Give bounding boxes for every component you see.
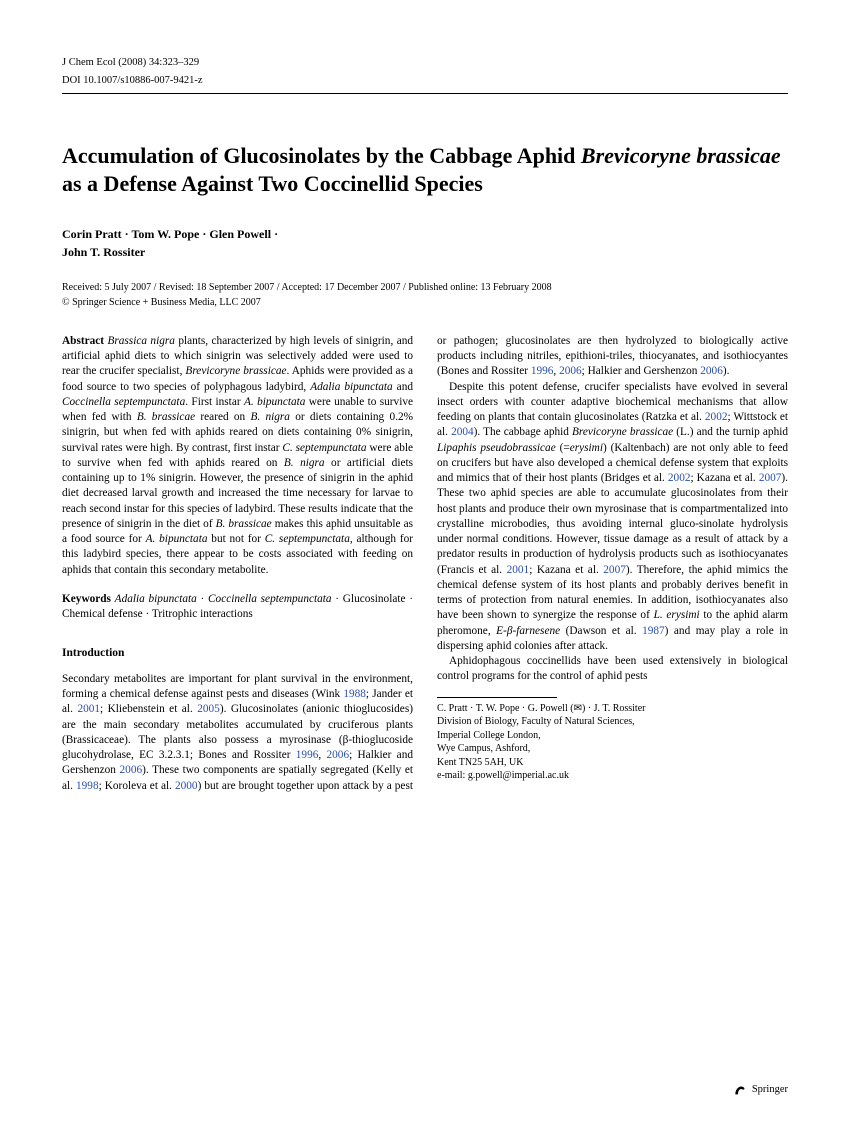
cite-bridges2002[interactable]: 2002 [668, 472, 691, 484]
abstract-t3: and [393, 381, 413, 393]
correspondence-footnote: C. Pratt · T. W. Pope · G. Powell (✉) · … [437, 702, 788, 783]
kw4: Chemical defense [62, 608, 143, 620]
cite-kelly1998[interactable]: 1998 [76, 780, 99, 792]
footnote-l2: Imperial College London, [437, 729, 788, 743]
cite-kazana2007[interactable]: 2007 [759, 472, 782, 484]
cite-kazana2007b[interactable]: 2007 [603, 564, 626, 576]
species-erysimi: erysimi [570, 442, 603, 454]
species-bnigra-s2: B. nigra [284, 457, 325, 469]
author-sep: · [122, 227, 132, 241]
title-species: Brevicoryne brassicae [581, 143, 781, 168]
species-bbrassicae: Brevicoryne brassicae [185, 365, 286, 377]
kw1: Adalia bipunctata [115, 593, 197, 605]
title-part1: Accumulation of Glucosinolates by the Ca… [62, 143, 581, 168]
body-columns: Abstract Brassica nigra plants, characte… [62, 334, 788, 794]
abstract-t6: reared on [195, 411, 250, 423]
p2d: (L.) and the turnip aphid [673, 426, 788, 438]
abstract-label: Abstract [62, 335, 104, 347]
p1m: ). [723, 365, 730, 377]
p2l: (Dawson et al. [560, 625, 642, 637]
kw5: Tritrophic interactions [152, 608, 253, 620]
author-2: Tom W. Pope [131, 227, 199, 241]
running-head-journal: J Chem Ecol (2008) 34:323–329 [62, 56, 788, 70]
cite-halkier2006[interactable]: 2006 [120, 764, 143, 776]
species-csept-s2: C. septempunctata [265, 533, 350, 545]
author-3: Glen Powell [209, 227, 271, 241]
kw-sep: · [406, 593, 413, 605]
p3a: Aphidophagous coccinellids have been use… [437, 655, 788, 682]
kw-sep: · [332, 593, 343, 605]
species-abip-s2: A. bipunctata [146, 533, 208, 545]
article-title: Accumulation of Glucosinolates by the Ca… [62, 142, 788, 197]
species-abip-s: A. bipunctata [244, 396, 305, 408]
intro-p2: Despite this potent defense, crucifer sp… [437, 380, 788, 655]
cite-halkier2006d[interactable]: 2006 [700, 365, 723, 377]
species-bbrass-s2: B. brassicae [216, 518, 272, 530]
species-bnigra: Brassica nigra [107, 335, 174, 347]
author-1: Corin Pratt [62, 227, 122, 241]
section-heading-introduction: Introduction [62, 646, 413, 662]
author-sep: · [271, 227, 278, 241]
cite-bones2006[interactable]: 2006 [327, 749, 350, 761]
author-list: Corin Pratt · Tom W. Pope · Glen Powell … [62, 225, 788, 261]
p1b: and diseases (Wink [252, 688, 343, 700]
p2i: ; Kazana et al. [529, 564, 603, 576]
species-bnigra-s: B. nigra [250, 411, 289, 423]
cite-jander2001[interactable]: 2001 [77, 703, 100, 715]
cite-klieb2005[interactable]: 2005 [197, 703, 220, 715]
footnote-l3: Wye Campus, Ashford, [437, 742, 788, 756]
cite-dawson1987[interactable]: 1987 [642, 625, 665, 637]
kw3: Glucosinolate [343, 593, 406, 605]
footnote-names: C. Pratt · T. W. Pope · G. Powell (✉) · … [437, 702, 788, 716]
cite-bones1996[interactable]: 1996 [296, 749, 319, 761]
p1l: ; Halkier and Gershenzon [582, 365, 701, 377]
cite-francis2001[interactable]: 2001 [507, 564, 530, 576]
species-bbrass-s: B. brassicae [137, 411, 195, 423]
cite-wittstock2004[interactable]: 2004 [451, 426, 474, 438]
species-efarnesene: E-β-farnesene [496, 625, 560, 637]
cite-bones2006c[interactable]: 2006 [559, 365, 582, 377]
keywords: Keywords Adalia bipunctata · Coccinella … [62, 592, 413, 623]
abstract-t11: but not for [207, 533, 264, 545]
cite-wink1988[interactable]: 1988 [343, 688, 366, 700]
cite-ratzka2002[interactable]: 2002 [705, 411, 728, 423]
header-divider [62, 93, 788, 94]
running-head-doi: DOI 10.1007/s10886-007-9421-z [62, 74, 788, 88]
cite-bones1996b[interactable]: 1996 [531, 365, 554, 377]
abstract-t4: . First instar [185, 396, 244, 408]
springer-horse-icon [732, 1081, 748, 1097]
publisher-logo: Springer [732, 1081, 788, 1097]
footnote-rule [437, 697, 557, 698]
publisher-name: Springer [752, 1084, 788, 1095]
species-abip: Adalia bipunctata [310, 381, 392, 393]
article-dates: Received: 5 July 2007 / Revised: 18 Sept… [62, 281, 788, 295]
species-csept: Coccinella septempunctata [62, 396, 185, 408]
title-part2: as a Defense Against Two Coccinellid Spe… [62, 171, 483, 196]
cite-koroleva2000[interactable]: 2000 [175, 780, 198, 792]
species-bbrass2: Brevicoryne brassicae [572, 426, 673, 438]
p2e: (= [556, 442, 570, 454]
species-lipaphis: Lipaphis pseudobrassicae [437, 442, 556, 454]
abstract: Abstract Brassica nigra plants, characte… [62, 334, 413, 578]
intro-p3: Aphidophagous coccinellids have been use… [437, 654, 788, 685]
species-csept-s: C. septempunctata [282, 442, 366, 454]
p1f: , [318, 749, 326, 761]
p1i: ; Koroleva et al. [99, 780, 175, 792]
p2c: ). The cabbage aphid [474, 426, 572, 438]
species-lerysimi: L. erysimi [654, 609, 700, 621]
author-4: John T. Rossiter [62, 245, 145, 259]
footnote-l4: Kent TN25 5AH, UK [437, 756, 788, 770]
author-sep: · [199, 227, 209, 241]
p1d: ; Kliebenstein et al. [100, 703, 197, 715]
keywords-label: Keywords [62, 593, 111, 605]
kw-sep: · [197, 593, 208, 605]
kw2: Coccinella septempunctata [208, 593, 332, 605]
p2h: ). These two aphid species are able to a… [437, 472, 788, 576]
footnote-l1: Division of Biology, Faculty of Natural … [437, 715, 788, 729]
footnote-email: e-mail: g.powell@imperial.ac.uk [437, 769, 788, 783]
p2g: ; Kazana et al. [691, 472, 759, 484]
kw-sep: · [143, 608, 152, 620]
copyright-line: © Springer Science + Business Media, LLC… [62, 297, 788, 308]
